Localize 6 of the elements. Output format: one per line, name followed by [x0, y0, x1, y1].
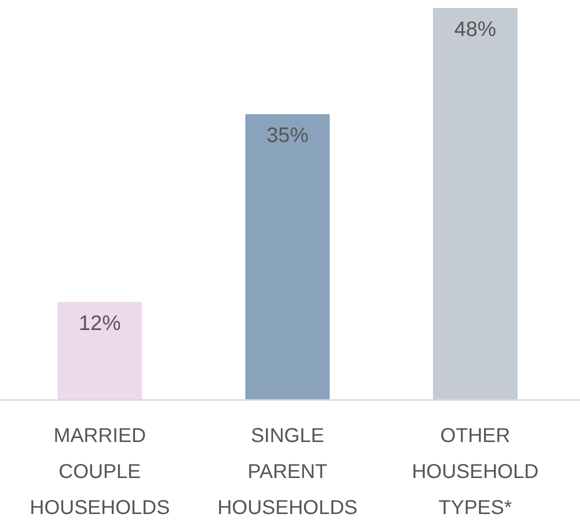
data-label: 12%	[78, 312, 121, 335]
data-label: 48%	[454, 18, 496, 41]
x-tick-label: MARRIED COUPLE HOUSEHOLDS	[30, 425, 170, 519]
data-label: 35%	[266, 124, 309, 148]
x-tick-label: OTHER HOUSEHOLD TYPES*	[412, 425, 539, 519]
x-tick-label: SINGLE PARENT HOUSEHOLDS	[217, 425, 358, 519]
